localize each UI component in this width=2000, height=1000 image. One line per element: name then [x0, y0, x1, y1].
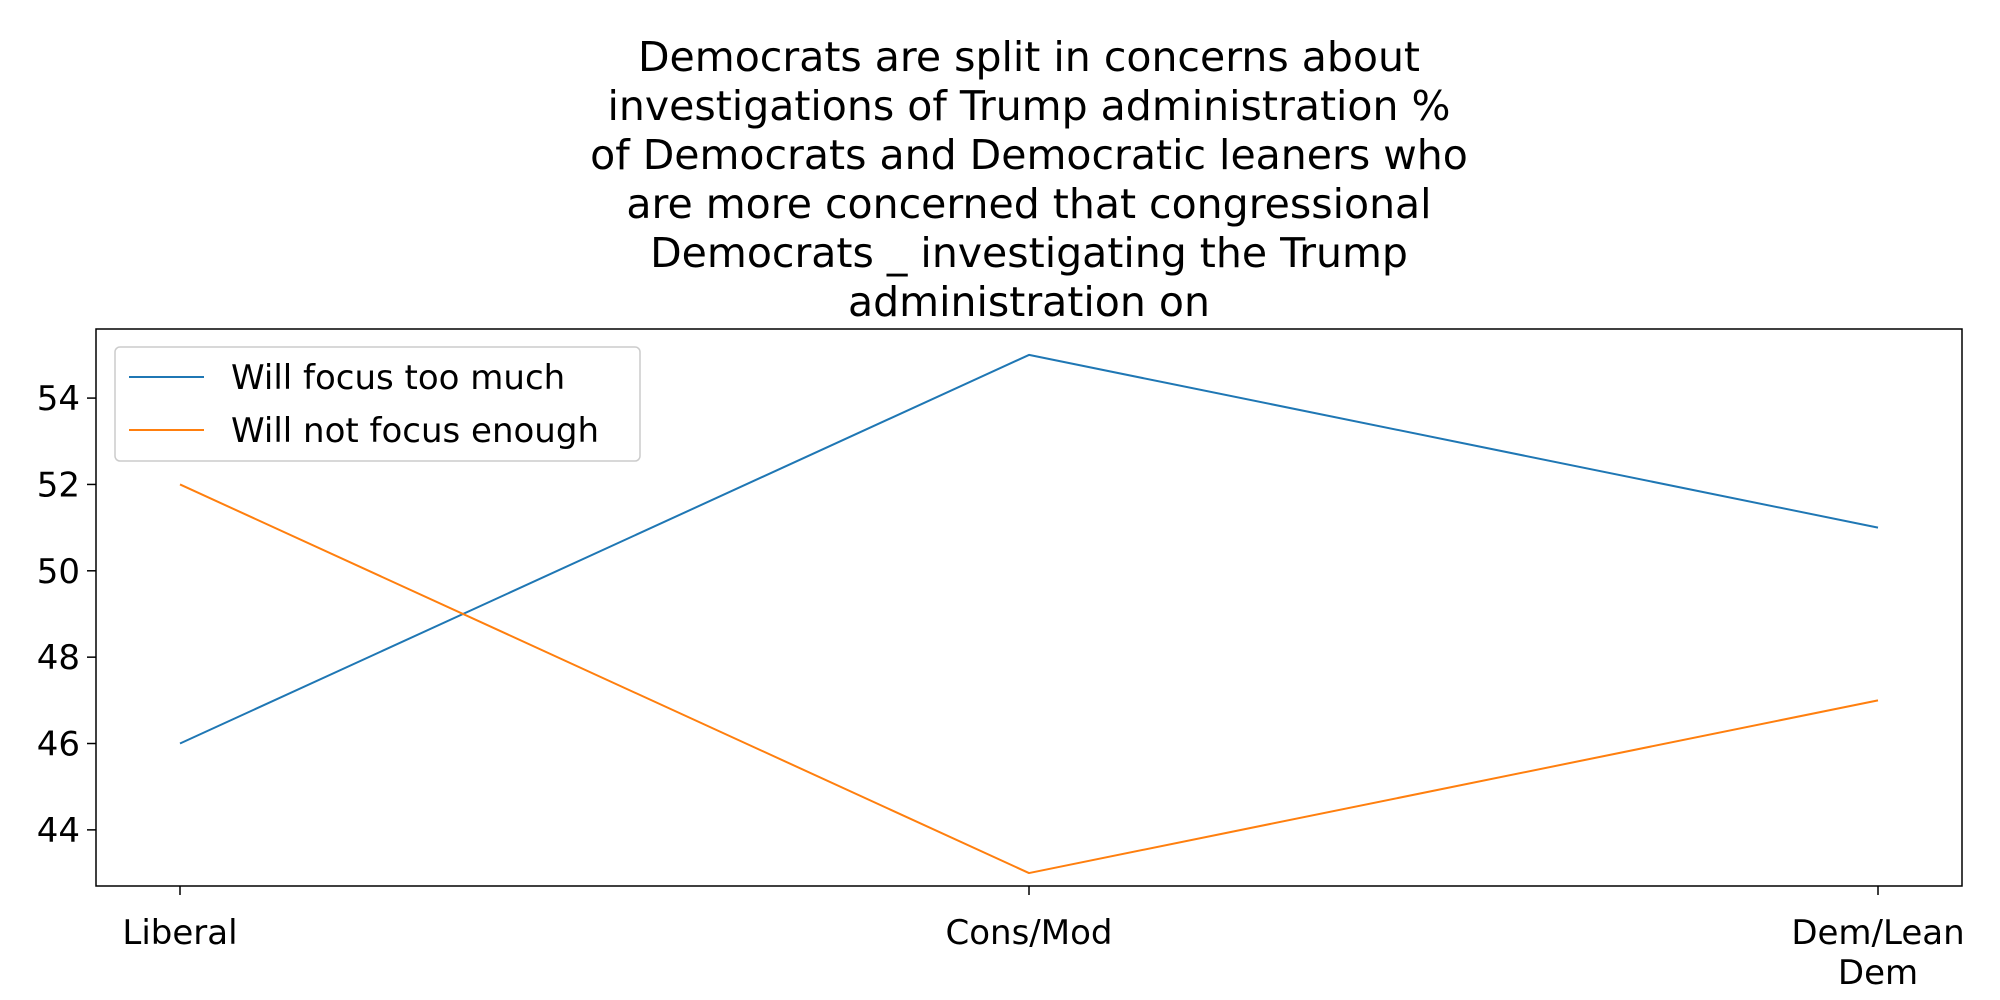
chart-title-line: Democrats _ investigating the Trump [650, 229, 1408, 277]
x-tick-label-line: Dem [1838, 953, 1918, 993]
chart-title-line: of Democrats and Democratic leaners who [590, 131, 1468, 179]
chart-title: Democrats are split in concerns aboutinv… [590, 33, 1468, 326]
x-tick-label-line: Cons/Mod [946, 913, 1113, 953]
y-tick-label: 46 [37, 725, 80, 765]
legend-box [114, 346, 641, 462]
y-tick-label: 48 [37, 638, 80, 678]
legend-label: Will not focus enough [231, 411, 599, 451]
y-tick-label: 54 [37, 379, 80, 419]
x-tick-label-line: Liberal [122, 913, 237, 953]
y-tick-label: 52 [37, 465, 80, 505]
chart-title-line: Democrats are split in concerns about [638, 33, 1420, 81]
legend: Will focus too much Will not focus enough [114, 346, 641, 462]
x-tick-label-line: Dem/Lean [1791, 913, 1964, 953]
chart-title-line: are more concerned that congressional [626, 180, 1431, 228]
chart-title-line: administration on [848, 278, 1210, 326]
series-line-2 [179, 483, 1879, 875]
chart-title-line: investigations of Trump administration % [608, 82, 1451, 130]
legend-label: Will focus too much [231, 358, 565, 398]
x-tick-label: Dem/Lean Dem [1791, 913, 1964, 993]
x-tick-label: Liberal [122, 913, 237, 953]
x-axis: Liberal Cons/Mod Dem/Lean Dem [122, 886, 1965, 993]
y-axis: 44 46 48 50 52 54 [37, 379, 96, 851]
y-tick-label: 50 [37, 552, 80, 592]
y-tick-label: 44 [37, 811, 80, 851]
x-tick-label: Cons/Mod [946, 913, 1113, 953]
series-lines [179, 353, 1879, 875]
